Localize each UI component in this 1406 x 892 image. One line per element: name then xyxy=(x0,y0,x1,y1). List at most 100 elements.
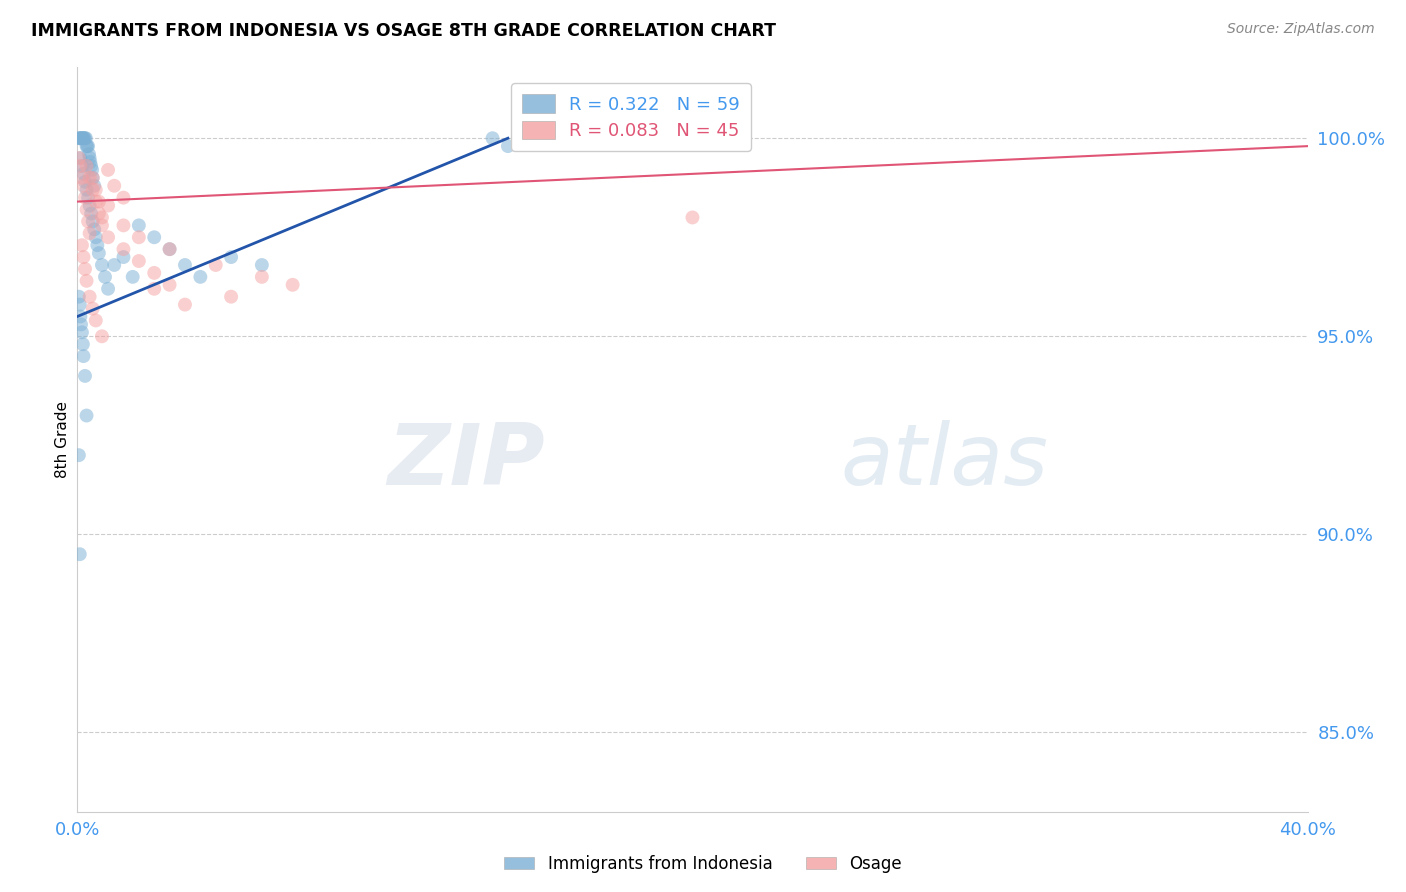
Point xyxy=(97,282,120,296)
Point xyxy=(159,277,181,292)
Point xyxy=(103,178,125,193)
Point xyxy=(69,151,91,165)
Point xyxy=(72,131,94,145)
Y-axis label: 8th Grade: 8th Grade xyxy=(55,401,70,478)
Point xyxy=(76,139,98,153)
Point xyxy=(112,242,135,256)
Point xyxy=(174,258,197,272)
Point xyxy=(103,258,125,272)
Point xyxy=(84,183,107,197)
Point xyxy=(79,155,101,169)
Point xyxy=(204,258,226,272)
Point xyxy=(250,269,273,284)
Point xyxy=(72,250,94,264)
Point xyxy=(90,329,114,343)
Point xyxy=(77,147,100,161)
Point xyxy=(128,219,150,233)
Point xyxy=(250,258,273,272)
Point xyxy=(76,183,98,197)
Point xyxy=(69,297,91,311)
Point xyxy=(79,227,101,241)
Point xyxy=(159,242,181,256)
Point xyxy=(97,198,120,212)
Point xyxy=(174,297,197,311)
Point xyxy=(79,170,101,185)
Point xyxy=(72,337,94,351)
Point xyxy=(143,282,166,296)
Point xyxy=(82,183,104,197)
Point xyxy=(69,159,91,173)
Text: Source: ZipAtlas.com: Source: ZipAtlas.com xyxy=(1227,22,1375,37)
Point xyxy=(75,131,97,145)
Point xyxy=(76,202,98,217)
Point xyxy=(87,206,110,220)
Point xyxy=(77,214,100,228)
Point xyxy=(72,167,94,181)
Point xyxy=(97,162,120,177)
Point xyxy=(128,230,150,244)
Point xyxy=(82,301,104,316)
Point xyxy=(112,191,135,205)
Point xyxy=(73,262,96,277)
Point xyxy=(128,254,150,268)
Point xyxy=(143,266,166,280)
Point xyxy=(72,131,94,145)
Point xyxy=(90,211,114,225)
Point xyxy=(496,139,519,153)
Point xyxy=(682,211,704,225)
Point xyxy=(76,159,98,173)
Point xyxy=(73,175,96,189)
Point xyxy=(97,230,120,244)
Point xyxy=(70,131,93,145)
Point xyxy=(84,313,107,327)
Point xyxy=(76,139,98,153)
Point xyxy=(67,448,90,462)
Legend: Immigrants from Indonesia, Osage: Immigrants from Indonesia, Osage xyxy=(498,848,908,880)
Point xyxy=(481,131,503,145)
Point xyxy=(87,246,110,260)
Point xyxy=(79,151,101,165)
Point xyxy=(70,159,93,173)
Point xyxy=(70,326,93,340)
Point xyxy=(67,131,90,145)
Point xyxy=(70,131,93,145)
Point xyxy=(73,131,96,145)
Point xyxy=(70,318,93,332)
Point xyxy=(83,222,105,236)
Point xyxy=(69,131,91,145)
Point xyxy=(87,194,110,209)
Point xyxy=(76,274,98,288)
Point xyxy=(69,310,91,324)
Point xyxy=(83,178,105,193)
Point xyxy=(70,238,93,252)
Point xyxy=(76,409,98,423)
Point xyxy=(121,269,143,284)
Text: atlas: atlas xyxy=(841,420,1047,503)
Point xyxy=(77,191,100,205)
Point xyxy=(90,258,114,272)
Point xyxy=(67,151,90,165)
Point xyxy=(219,290,242,304)
Point xyxy=(82,170,104,185)
Point xyxy=(79,198,101,212)
Point xyxy=(82,162,104,177)
Point xyxy=(82,170,104,185)
Point xyxy=(79,290,101,304)
Point xyxy=(80,159,103,173)
Point xyxy=(143,230,166,244)
Point xyxy=(84,194,107,209)
Point xyxy=(67,290,90,304)
Point xyxy=(72,349,94,363)
Point xyxy=(94,269,117,284)
Point xyxy=(69,547,91,561)
Point xyxy=(77,139,100,153)
Point xyxy=(90,219,114,233)
Point xyxy=(219,250,242,264)
Point xyxy=(159,242,181,256)
Point xyxy=(112,219,135,233)
Point xyxy=(82,214,104,228)
Point xyxy=(70,170,93,185)
Point xyxy=(69,131,91,145)
Point xyxy=(112,250,135,264)
Point xyxy=(80,206,103,220)
